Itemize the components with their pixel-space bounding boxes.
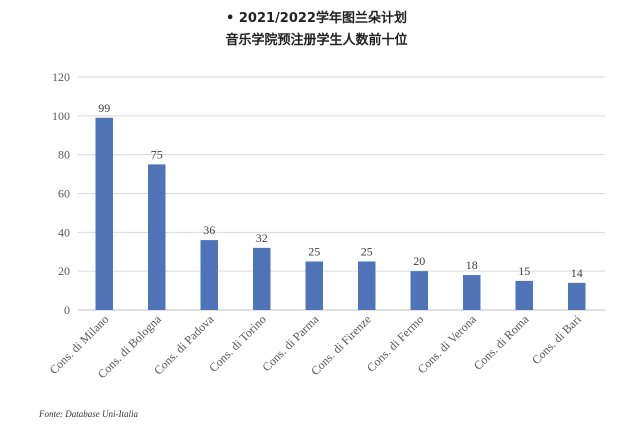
data-label: 20 (413, 254, 425, 268)
data-label: 14 (571, 266, 583, 280)
y-tick-label: 60 (58, 187, 70, 201)
x-tick-label: Cons. di Bari (529, 312, 584, 367)
y-tick-label: 80 (58, 148, 70, 162)
chart-title-block: • 2021/2022学年图兰朵计划 音乐学院预注册学生人数前十位 (0, 8, 633, 52)
y-tick-label: 100 (52, 109, 70, 123)
data-label: 15 (518, 264, 530, 278)
y-tick-label: 0 (64, 303, 70, 317)
chart-title: • 2021/2022学年图兰朵计划 (226, 11, 407, 26)
data-label: 25 (308, 244, 320, 258)
bar (253, 247, 271, 310)
bar (410, 271, 428, 310)
y-tick-label: 40 (58, 225, 70, 239)
x-tick-label: Cons. di Roma (471, 312, 532, 373)
bar (515, 280, 533, 310)
bar (358, 261, 376, 310)
bar (305, 261, 323, 310)
y-tick-label: 120 (52, 70, 70, 84)
data-label: 18 (466, 258, 478, 272)
chart-subtitle: 音乐学院预注册学生人数前十位 (225, 33, 408, 48)
data-label: 25 (361, 244, 373, 258)
bar (463, 275, 481, 310)
source-note: Fonte: Database Uni-Italia (39, 409, 138, 419)
data-label: 32 (256, 231, 268, 245)
data-label: 75 (151, 147, 163, 161)
data-label: 36 (203, 223, 215, 237)
y-tick-label: 20 (58, 264, 70, 278)
bar (200, 240, 218, 310)
bar (568, 282, 586, 310)
bar (95, 117, 113, 311)
bar (148, 164, 166, 310)
data-label: 99 (98, 101, 110, 115)
